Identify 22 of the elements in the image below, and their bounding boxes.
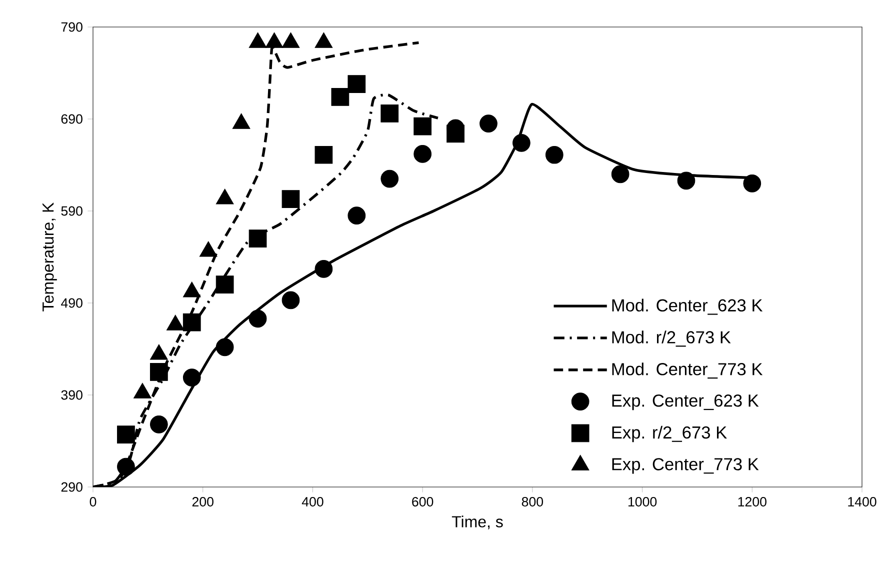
legend-label: Mod. Center_623 K: [612, 298, 763, 315]
legend-label: Exp. r/2_673 K: [612, 426, 727, 442]
x-tick-label: 1200: [738, 497, 766, 506]
x-tick-label: 400: [302, 497, 324, 506]
x-tick-label: 0: [90, 497, 96, 506]
y-tick-label: 490: [61, 298, 82, 308]
y-tick-label: 590: [61, 206, 82, 216]
x-tick-label: 200: [192, 497, 214, 506]
x-tick-label: 1000: [628, 497, 657, 506]
legend-label: Mod. Center_773 K: [612, 362, 763, 379]
y-tick-label: 790: [61, 22, 82, 32]
y-tick-label: 690: [61, 114, 82, 124]
y-axis-title: Temperature, K: [42, 202, 57, 312]
x-axis-title: Time, s: [452, 516, 503, 530]
legend-label: Mod. r/2_673 K: [612, 330, 731, 347]
legend-label: Exp. Center_623 K: [612, 394, 759, 410]
y-tick-label: 390: [61, 390, 82, 400]
x-tick-label: 600: [412, 497, 434, 506]
y-tick-label: 290: [61, 482, 82, 492]
legend-label: Exp. Center_773 K: [612, 458, 759, 474]
x-tick-label: 800: [522, 497, 544, 506]
x-tick-label: 1400: [848, 497, 876, 506]
